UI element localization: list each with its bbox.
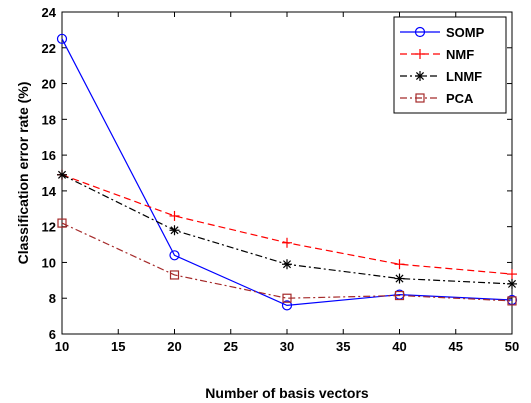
y-tick-label: 14 xyxy=(42,184,57,199)
series-pca xyxy=(57,218,517,306)
data-point xyxy=(394,259,405,270)
data-point xyxy=(282,237,292,248)
data-point xyxy=(415,49,425,59)
y-tick-label: 18 xyxy=(42,112,56,127)
data-point xyxy=(415,71,425,81)
y-tick-label: 20 xyxy=(42,77,56,92)
legend-box xyxy=(393,16,507,114)
y-tick-label: 16 xyxy=(42,148,56,163)
data-point xyxy=(282,293,292,303)
x-tick-label: 50 xyxy=(505,339,519,354)
x-tick-label: 25 xyxy=(224,339,238,354)
x-tick-label: 10 xyxy=(55,339,69,354)
series-lnmf xyxy=(57,169,517,289)
data-point xyxy=(56,33,68,44)
data-point xyxy=(169,225,180,236)
y-tick-label: 24 xyxy=(42,5,57,20)
x-tick-label: 30 xyxy=(280,339,294,354)
legend-label: SOMP xyxy=(446,25,485,40)
legend-label: PCA xyxy=(446,91,474,106)
data-point xyxy=(169,210,180,221)
data-point xyxy=(507,278,517,289)
legend-item: LNMF xyxy=(400,69,482,84)
x-tick-label: 45 xyxy=(449,339,463,354)
data-point xyxy=(507,296,517,306)
data-point xyxy=(507,269,517,280)
legend-item: SOMP xyxy=(400,25,485,40)
y-tick-label: 22 xyxy=(42,41,56,56)
y-tick-label: 10 xyxy=(42,255,56,270)
legend-item: NMF xyxy=(400,47,474,62)
data-point xyxy=(394,290,405,301)
y-tick-label: 12 xyxy=(42,220,56,235)
y-axis-title: Classification error rate (%) xyxy=(15,82,31,265)
data-point xyxy=(414,26,426,38)
legend: SOMP NMF LNMF PCA xyxy=(393,16,507,114)
data-point xyxy=(57,169,67,180)
data-point xyxy=(282,259,292,270)
series-layer xyxy=(56,33,518,311)
x-tick-label: 40 xyxy=(392,339,406,354)
data-point xyxy=(394,273,405,284)
legend-item: PCA xyxy=(400,91,474,106)
legend-label: NMF xyxy=(446,47,474,62)
y-tick-label: 6 xyxy=(49,327,56,342)
data-point xyxy=(415,93,425,103)
y-tick-label: 8 xyxy=(49,291,56,306)
x-axis-title: Number of basis vectors xyxy=(205,385,369,401)
data-point xyxy=(281,300,293,311)
legend-label: LNMF xyxy=(446,69,482,84)
axis-ticks: 10 15 20 25 30 35 40 45 50 6 8 10 12 14 16 18 20 22 24 xyxy=(42,5,520,354)
x-tick-label: 20 xyxy=(167,339,181,354)
series-nmf xyxy=(57,169,517,280)
series-line xyxy=(61,38,513,306)
data-point xyxy=(57,218,67,228)
data-point xyxy=(169,270,180,280)
x-tick-label: 15 xyxy=(111,339,125,354)
x-tick-label: 35 xyxy=(336,339,350,354)
data-point xyxy=(169,250,180,261)
